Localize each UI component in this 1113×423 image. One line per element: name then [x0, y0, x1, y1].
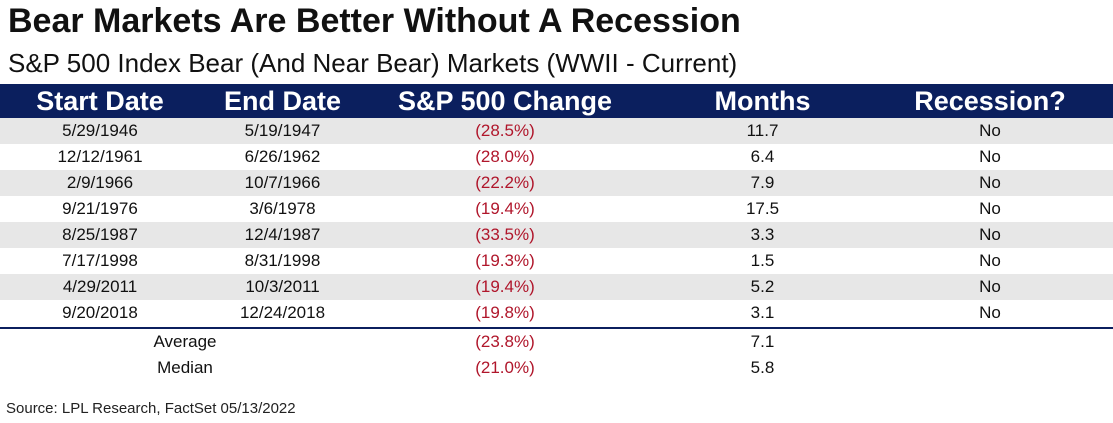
- summary-divider: [0, 327, 1113, 329]
- start-date-cell: 9/20/2018: [62, 303, 138, 322]
- months-cell: 3.3: [750, 225, 775, 244]
- table-row: 9/21/1976 3/6/1978 (19.4%) 17.5 No: [0, 196, 1113, 222]
- months-cell: 3.1: [750, 303, 775, 322]
- months-cell: 5.2: [750, 277, 775, 296]
- summary-months-cell: 5.8: [750, 358, 775, 377]
- summary-change-cell: (23.8%): [475, 332, 535, 351]
- recession-cell: No: [979, 173, 1001, 192]
- end-date-cell: 8/31/1998: [244, 251, 321, 270]
- start-date-cell: 5/29/1946: [62, 121, 138, 140]
- summary-label: Average: [153, 332, 217, 351]
- start-date-cell: 7/17/1998: [62, 251, 138, 270]
- chart-title: Bear Markets Are Better Without A Recess…: [8, 2, 741, 40]
- recession-cell: No: [979, 303, 1001, 322]
- recession-cell: No: [979, 199, 1001, 218]
- table-row: 12/12/1961 6/26/1962 (28.0%) 6.4 No: [0, 144, 1113, 170]
- end-date-cell: 3/6/1978: [249, 199, 316, 218]
- summary-row: Median (21.0%) 5.8: [0, 355, 1113, 381]
- start-date-cell: 4/29/2011: [62, 277, 138, 296]
- recession-cell: No: [979, 277, 1001, 296]
- months-cell: 17.5: [745, 199, 780, 218]
- summary-label: Median: [157, 358, 213, 377]
- start-date-cell: 9/21/1976: [62, 199, 138, 218]
- recession-cell: No: [979, 251, 1001, 270]
- end-date-cell: 10/7/1966: [244, 173, 321, 192]
- end-date-cell: 6/26/1962: [244, 147, 321, 166]
- column-header-end-date: End Date: [223, 86, 342, 116]
- table-row: 2/9/1966 10/7/1966 (22.2%) 7.9 No: [0, 170, 1113, 196]
- change-cell: (28.0%): [475, 147, 535, 166]
- table-row: 7/17/1998 8/31/1998 (19.3%) 1.5 No: [0, 248, 1113, 274]
- table-row: 8/25/1987 12/4/1987 (33.5%) 3.3 No: [0, 222, 1113, 248]
- change-cell: (19.3%): [475, 251, 535, 270]
- change-cell: (19.4%): [475, 277, 535, 296]
- column-header-start-date: Start Date: [36, 86, 164, 116]
- table-header: Start Date End Date S&P 500 Change Month…: [0, 84, 1113, 118]
- change-cell: (28.5%): [475, 121, 535, 140]
- table-row: 4/29/2011 10/3/2011 (19.4%) 5.2 No: [0, 274, 1113, 300]
- chart-subtitle: S&P 500 Index Bear (And Near Bear) Marke…: [8, 48, 738, 78]
- column-header-sp500-change: S&P 500 Change: [397, 86, 613, 116]
- end-date-cell: 12/4/1987: [244, 225, 321, 244]
- change-cell: (19.4%): [475, 199, 535, 218]
- recession-cell: No: [979, 121, 1001, 140]
- start-date-cell: 8/25/1987: [62, 225, 138, 244]
- months-cell: 1.5: [750, 251, 775, 270]
- change-cell: (22.2%): [475, 173, 535, 192]
- end-date-cell: 5/19/1947: [244, 121, 321, 140]
- column-header-recession: Recession?: [914, 86, 1066, 116]
- months-cell: 11.7: [746, 121, 779, 140]
- summary-months-cell: 7.1: [750, 332, 775, 351]
- source-note: Source: LPL Research, FactSet 05/13/2022: [6, 400, 296, 417]
- months-cell: 7.9: [750, 173, 775, 192]
- end-date-cell: 10/3/2011: [245, 277, 320, 296]
- recession-cell: No: [979, 225, 1001, 244]
- table-row: 9/20/2018 12/24/2018 (19.8%) 3.1 No: [0, 300, 1113, 326]
- start-date-cell: 12/12/1961: [57, 147, 143, 166]
- table-row: 5/29/1946 5/19/1947 (28.5%) 11.7 No: [0, 118, 1113, 144]
- start-date-cell: 2/9/1966: [66, 173, 134, 192]
- change-cell: (19.8%): [475, 303, 535, 322]
- change-cell: (33.5%): [475, 225, 535, 244]
- summary-row: Average (23.8%) 7.1: [0, 329, 1113, 355]
- recession-cell: No: [979, 147, 1001, 166]
- months-cell: 6.4: [750, 147, 775, 166]
- summary-change-cell: (21.0%): [475, 358, 535, 377]
- column-header-months: Months: [714, 86, 811, 116]
- end-date-cell: 12/24/2018: [239, 303, 326, 322]
